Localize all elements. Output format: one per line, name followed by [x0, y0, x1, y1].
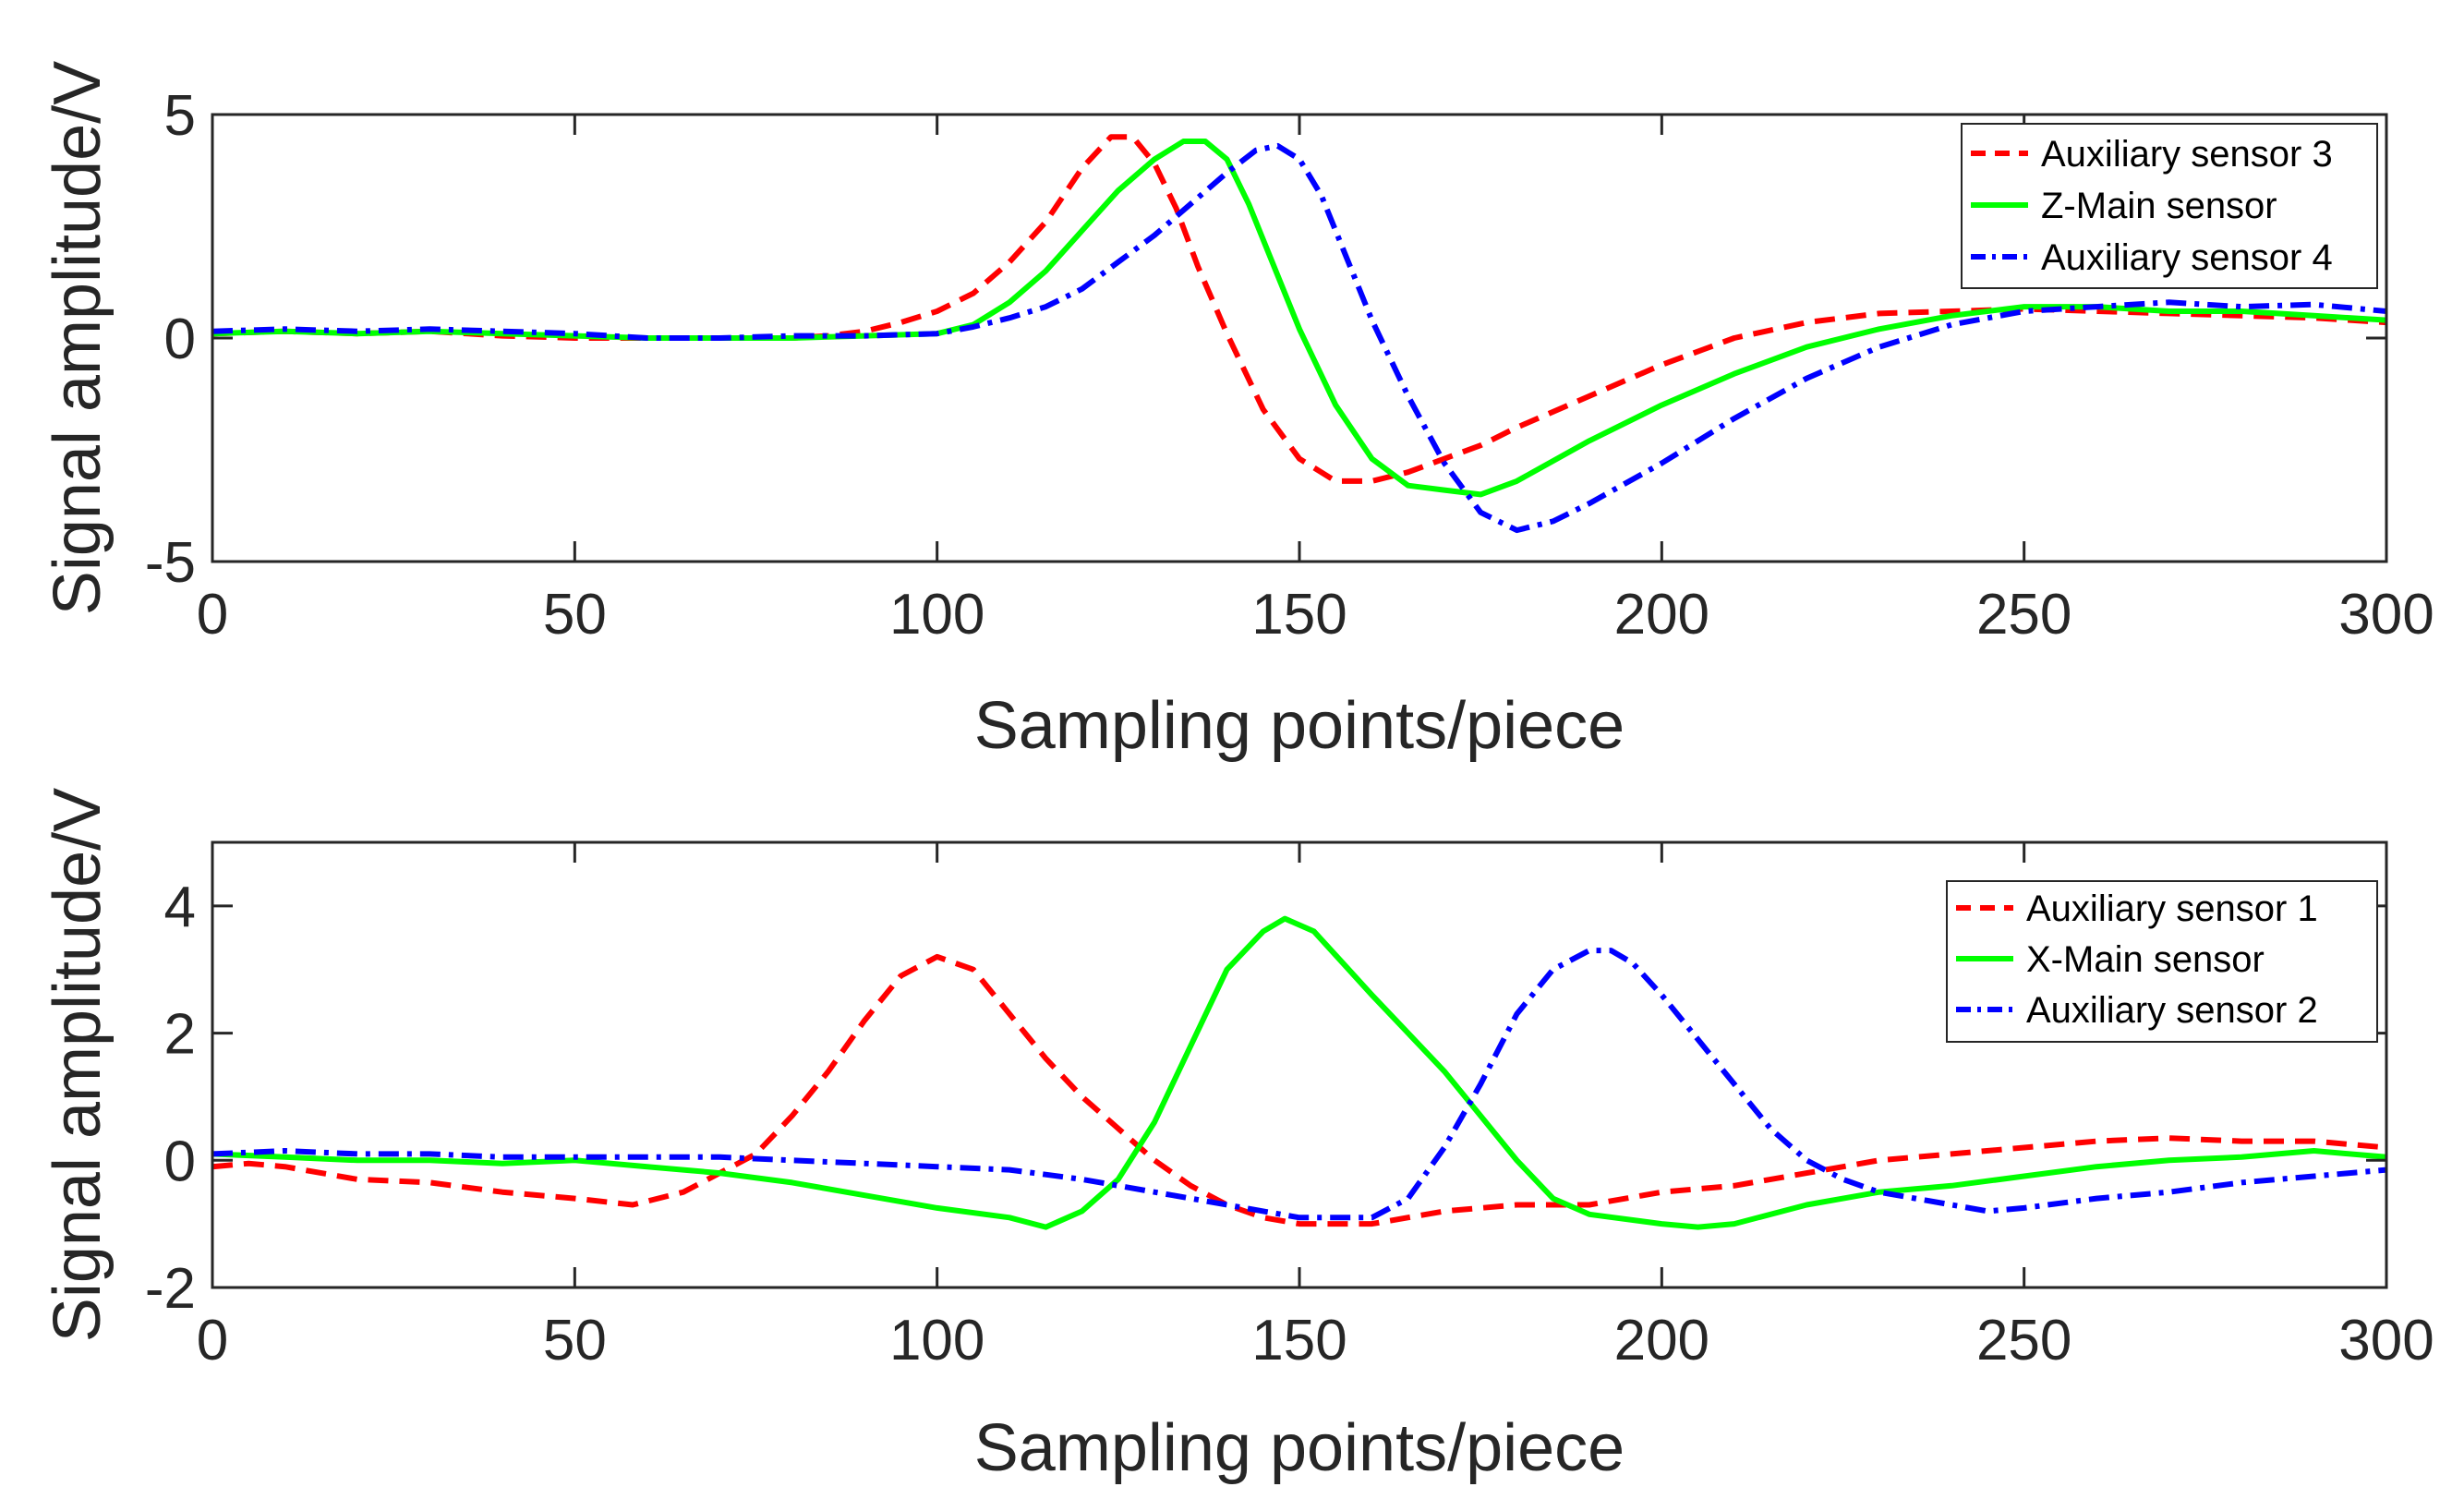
bottom-x-tick-label-50: 50 — [543, 1309, 607, 1372]
top-legend-box — [1961, 123, 2378, 289]
bottom-x-tick-label-100: 100 — [889, 1309, 984, 1372]
bottom-x-tick-label-150: 150 — [1251, 1309, 1347, 1372]
bottom-legend-label-aux1: Auxiliary sensor 1 — [2026, 888, 2318, 929]
bottom-y-tick-label-2: 2 — [164, 1003, 196, 1067]
top-y-axis-label: Signal amplitude/V — [41, 61, 115, 615]
bottom-x-axis-label: Sampling points/piece — [974, 1411, 1625, 1485]
top-series-line-z-main-sensor — [211, 139, 2387, 498]
top-x-tick-label-300: 300 — [2338, 583, 2434, 647]
bottom-x-tick-label-200: 200 — [1614, 1309, 1709, 1372]
top-y-tick-label--5: -5 — [145, 531, 196, 595]
top-x-tick-label-50: 50 — [543, 583, 607, 647]
bottom-y-tick-label-4: 4 — [164, 876, 196, 939]
top-legend-label-z-main: Z-Main sensor — [2041, 186, 2277, 226]
top-x-axis-label: Sampling points/piece — [974, 689, 1625, 763]
top-y-tick-label-5: 5 — [164, 84, 196, 148]
bottom-x-tick-label-250: 250 — [1976, 1309, 2071, 1372]
bottom-y-tick-label-0: 0 — [164, 1130, 196, 1193]
top-legend-label-aux3: Auxiliary sensor 3 — [2041, 134, 2333, 175]
top-x-tick-label-150: 150 — [1251, 583, 1347, 647]
top-legend: Auxiliary sensor 3 Z-Main sensor Auxilia… — [1961, 123, 2378, 289]
bottom-series-line-auxiliary-sensor-2 — [211, 948, 2387, 1221]
top-legend-label-aux4: Auxiliary sensor 4 — [2041, 237, 2333, 278]
top-x-tick-label-0: 0 — [197, 583, 228, 647]
bottom-x-tick-label-0: 0 — [197, 1309, 228, 1372]
top-x-tick-label-100: 100 — [889, 583, 984, 647]
top-x-tick-label-200: 200 — [1614, 583, 1709, 647]
top-y-tick-label-0: 0 — [164, 308, 196, 371]
bottom-y-axis-label: Signal amplitude/V — [41, 788, 115, 1342]
bottom-x-tick-label-300: 300 — [2338, 1309, 2434, 1372]
bottom-legend-box — [1946, 880, 2378, 1043]
bottom-legend-label-x-main: X-Main sensor — [2026, 939, 2265, 980]
bottom-legend: Auxiliary sensor 1 X-Main sensor Auxilia… — [1946, 880, 2378, 1043]
bottom-y-tick-label--2: -2 — [145, 1257, 196, 1321]
bottom-series-line-auxiliary-sensor-1 — [211, 953, 2387, 1227]
bottom-series-line-x-main-sensor — [211, 915, 2387, 1230]
top-chart-panel: 0 50 100 150 200 250 300-505 Sampling points/p… — [41, 61, 2434, 763]
top-x-tick-label-250: 250 — [1976, 583, 2071, 647]
top-series-line-auxiliary-sensor-4 — [211, 142, 2387, 534]
bottom-legend-label-aux2: Auxiliary sensor 2 — [2026, 990, 2318, 1031]
